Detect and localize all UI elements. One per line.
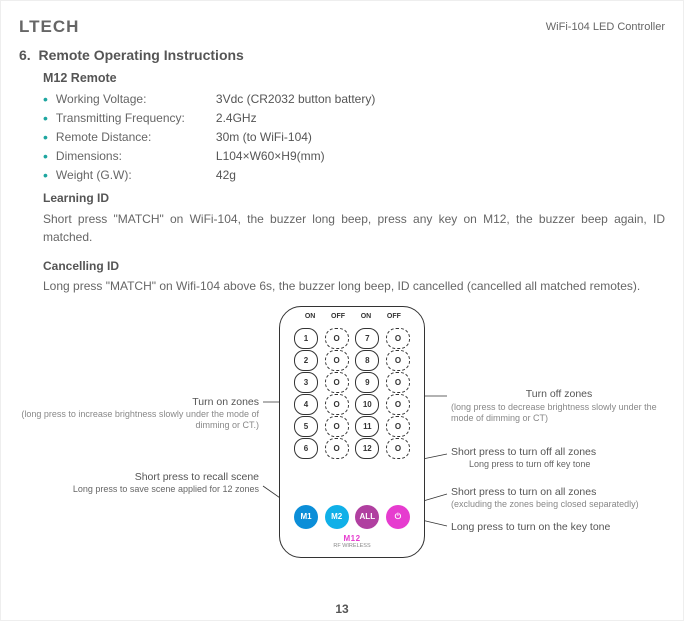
- spec-label: Transmitting Frequency:: [56, 111, 216, 125]
- callout-title: Long press to turn on the key tone: [451, 521, 610, 533]
- remote-diagram: Turn on zones (long press to increase br…: [19, 306, 667, 576]
- learning-heading: Learning ID: [43, 189, 665, 208]
- list-item: Weight (G.W):42g: [43, 167, 665, 183]
- spec-value: 30m (to WiFi-104): [216, 130, 312, 144]
- m2-button: M2: [325, 505, 349, 529]
- button-grid: 1O7O2O8O3O9O4O10O5O11O6O12O: [294, 327, 410, 460]
- callout-sub: (long press to decrease brightness slowl…: [451, 402, 667, 425]
- zone-button: 5: [294, 416, 318, 437]
- remote-brand: M12 RF WIRELESS: [280, 534, 424, 549]
- callout-on-all: Short press to turn on all zones (exclud…: [451, 486, 667, 510]
- callout-turn-on: Turn on zones (long press to increase br…: [19, 396, 259, 432]
- zone-button: O: [386, 394, 410, 415]
- zone-button: O: [325, 328, 349, 349]
- callout-sub: Long press to turn off key tone: [469, 459, 667, 470]
- zone-button: O: [325, 350, 349, 371]
- brand-name: M12: [343, 534, 360, 543]
- zone-button: O: [325, 416, 349, 437]
- spec-value: L104×W60×H9(mm): [216, 149, 325, 163]
- spec-label: Dimensions:: [56, 149, 216, 163]
- zone-button: 1: [294, 328, 318, 349]
- all-button: ALL: [355, 505, 379, 529]
- section-subtitle: M12 Remote: [43, 71, 665, 85]
- col-header: OFF: [381, 313, 407, 320]
- remote-outline: ON OFF ON OFF 1O7O2O8O3O9O4O10O5O11O6O12…: [279, 306, 425, 558]
- callout-sub: (excluding the zones being closed separa…: [451, 499, 667, 510]
- spec-label: Working Voltage:: [56, 92, 216, 106]
- zone-button: O: [325, 438, 349, 459]
- page-number: 13: [1, 602, 683, 616]
- callout-title: Short press to recall scene: [135, 471, 259, 483]
- list-item: Dimensions:L104×W60×H9(mm): [43, 148, 665, 164]
- list-item: Transmitting Frequency:2.4GHz: [43, 110, 665, 126]
- list-item: Working Voltage:3Vdc (CR2032 button batt…: [43, 91, 665, 107]
- cancelling-heading: Cancelling ID: [43, 257, 665, 276]
- spec-value: 42g: [216, 168, 236, 182]
- callout-title: Turn on zones: [192, 396, 259, 408]
- zone-button: 4: [294, 394, 318, 415]
- callout-turn-off: Turn off zones (long press to decrease b…: [451, 388, 667, 425]
- cancelling-body: Long press "MATCH" on Wifi-104 above 6s,…: [43, 279, 640, 293]
- zone-button: O: [386, 328, 410, 349]
- callout-title: Short press to turn on all zones: [451, 486, 596, 498]
- zone-button: O: [325, 372, 349, 393]
- list-item: Remote Distance:30m (to WiFi-104): [43, 129, 665, 145]
- zone-button: O: [325, 394, 349, 415]
- learning-body: Short press "MATCH" on WiFi-104, the buz…: [43, 212, 665, 245]
- col-header: ON: [297, 313, 323, 320]
- zone-button: 3: [294, 372, 318, 393]
- col-header: ON: [353, 313, 379, 320]
- section-heading: Remote Operating Instructions: [38, 47, 243, 63]
- bottom-row: M1 M2 ALL ⏻: [294, 505, 410, 529]
- cancelling-id: Cancelling ID Long press "MATCH" on Wifi…: [43, 257, 665, 296]
- zone-button: 9: [355, 372, 379, 393]
- spec-label: Remote Distance:: [56, 130, 216, 144]
- section-number: 6.: [19, 47, 31, 63]
- callout-recall: Short press to recall scene Long press t…: [19, 471, 259, 495]
- spec-value: 2.4GHz: [216, 111, 257, 125]
- spec-list: Working Voltage:3Vdc (CR2032 button batt…: [43, 91, 665, 183]
- col-header: OFF: [325, 313, 351, 320]
- zone-button: 12: [355, 438, 379, 459]
- zone-button: 2: [294, 350, 318, 371]
- m1-button: M1: [294, 505, 318, 529]
- callout-title: Short press to turn off all zones: [451, 446, 596, 458]
- doc-title: WiFi-104 LED Controller: [546, 21, 665, 33]
- zone-button: O: [386, 350, 410, 371]
- callout-off-all: Short press to turn off all zones Long p…: [451, 446, 667, 470]
- zone-button: O: [386, 416, 410, 437]
- zone-button: 10: [355, 394, 379, 415]
- zone-button: O: [386, 438, 410, 459]
- zone-button: 8: [355, 350, 379, 371]
- zone-button: 7: [355, 328, 379, 349]
- zone-button: 6: [294, 438, 318, 459]
- learning-id: Learning ID Short press "MATCH" on WiFi-…: [43, 189, 665, 247]
- zone-button: O: [386, 372, 410, 393]
- brand-sub: RF WIRELESS: [280, 543, 424, 549]
- callout-sub: Long press to save scene applied for 12 …: [19, 484, 259, 495]
- column-headers: ON OFF ON OFF: [280, 313, 424, 320]
- callout-title: Turn off zones: [451, 388, 667, 401]
- section-title: 6. Remote Operating Instructions: [19, 47, 665, 63]
- spec-label: Weight (G.W):: [56, 168, 216, 182]
- logo: LTECH: [19, 17, 79, 37]
- spec-value: 3Vdc (CR2032 button battery): [216, 92, 375, 106]
- callout-key-tone: Long press to turn on the key tone: [451, 521, 667, 534]
- power-button: ⏻: [386, 505, 410, 529]
- callout-sub: (long press to increase brightness slowl…: [19, 409, 259, 432]
- zone-button: 11: [355, 416, 379, 437]
